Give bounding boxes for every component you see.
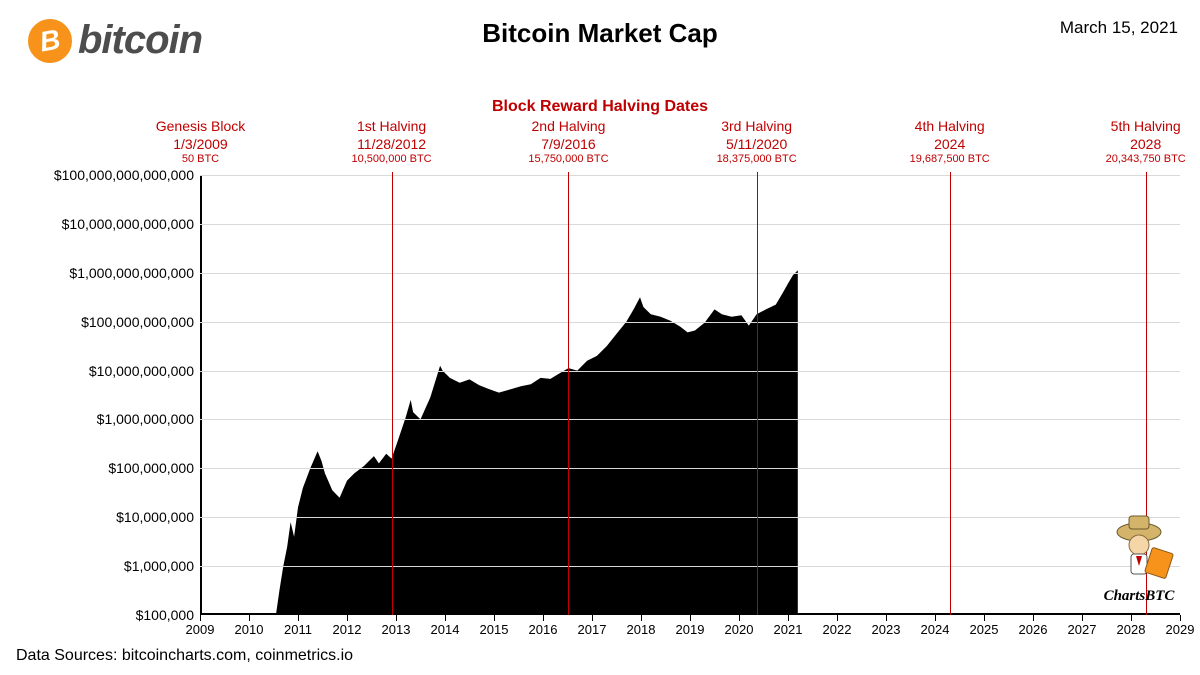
gridline <box>200 419 1180 420</box>
x-axis-label: 2014 <box>431 622 460 637</box>
y-axis-label: $100,000,000,000 <box>14 314 194 330</box>
chart-title: Bitcoin Market Cap <box>0 18 1200 49</box>
gridline <box>200 517 1180 518</box>
x-tick <box>739 615 740 621</box>
x-axis-label: 2023 <box>872 622 901 637</box>
halving-line <box>950 172 951 615</box>
data-sources-footer: Data Sources: bitcoincharts.com, coinmet… <box>16 647 353 665</box>
y-axis-label: $1,000,000 <box>14 558 194 574</box>
x-axis-label: 2020 <box>725 622 754 637</box>
x-axis-label: 2024 <box>921 622 950 637</box>
gridline <box>200 175 1180 176</box>
x-axis-label: 2022 <box>823 622 852 637</box>
x-tick <box>249 615 250 621</box>
chartsbtc-label: ChartsBTC <box>1102 588 1176 605</box>
x-tick <box>1180 615 1181 621</box>
x-tick <box>788 615 789 621</box>
y-axis-label: $10,000,000,000 <box>14 363 194 379</box>
gridline <box>200 273 1180 274</box>
halving-label: 1st Halving11/28/201210,500,000 BTC <box>352 118 432 167</box>
x-tick <box>494 615 495 621</box>
x-axis-label: 2017 <box>578 622 607 637</box>
x-axis-label: 2021 <box>774 622 803 637</box>
halving-label: 2nd Halving7/9/201615,750,000 BTC <box>528 118 608 167</box>
x-tick <box>298 615 299 621</box>
gridline <box>200 322 1180 323</box>
x-tick <box>592 615 593 621</box>
chart-date: March 15, 2021 <box>1060 18 1178 38</box>
x-axis-label: 2018 <box>627 622 656 637</box>
gridline <box>200 371 1180 372</box>
y-axis-label: $1,000,000,000,000 <box>14 265 194 281</box>
market-cap-chart: 2009201020112012201320142015201620172018… <box>200 175 1180 615</box>
x-axis-label: 2029 <box>1166 622 1195 637</box>
x-axis-label: 2027 <box>1068 622 1097 637</box>
y-axis-label: $100,000,000 <box>14 460 194 476</box>
x-tick <box>641 615 642 621</box>
x-tick <box>543 615 544 621</box>
x-tick <box>935 615 936 621</box>
x-tick <box>396 615 397 621</box>
chart-axes <box>200 175 1180 615</box>
y-axis-label: $10,000,000,000,000 <box>14 216 194 232</box>
x-tick <box>1082 615 1083 621</box>
x-axis-label: 2011 <box>284 622 312 637</box>
x-axis-label: 2010 <box>235 622 264 637</box>
x-axis-label: 2019 <box>676 622 705 637</box>
halving-line <box>392 172 393 615</box>
halving-line <box>757 172 758 615</box>
x-axis-label: 2015 <box>480 622 509 637</box>
x-tick <box>1131 615 1132 621</box>
gridline <box>200 468 1180 469</box>
halving-label: 5th Halving202820,343,750 BTC <box>1106 118 1186 167</box>
x-axis-label: 2025 <box>970 622 999 637</box>
y-axis-label: $1,000,000,000 <box>14 411 194 427</box>
gridline <box>200 566 1180 567</box>
x-tick <box>347 615 348 621</box>
x-axis-label: 2016 <box>529 622 558 637</box>
chartsbtc-mascot-icon <box>1102 512 1176 586</box>
y-axis-label: $100,000 <box>14 607 194 623</box>
x-tick <box>200 615 201 621</box>
x-axis-label: 2012 <box>333 622 362 637</box>
x-axis-label: 2009 <box>186 622 215 637</box>
chartsbtc-watermark: ChartsBTC <box>1102 512 1176 605</box>
x-axis-label: 2026 <box>1019 622 1048 637</box>
x-tick <box>837 615 838 621</box>
y-axis-label: $10,000,000 <box>14 509 194 525</box>
x-axis-label: 2013 <box>382 622 411 637</box>
x-tick <box>690 615 691 621</box>
x-tick <box>445 615 446 621</box>
x-axis-label: 2028 <box>1117 622 1146 637</box>
x-tick <box>1033 615 1034 621</box>
chart-subtitle: Block Reward Halving Dates <box>0 98 1200 116</box>
halving-line <box>568 172 569 615</box>
gridline <box>200 224 1180 225</box>
halving-label: 4th Halving202419,687,500 BTC <box>910 118 990 167</box>
y-axis-label: $100,000,000,000,000 <box>14 167 194 183</box>
halving-label: 3rd Halving5/11/202018,375,000 BTC <box>717 118 797 167</box>
x-tick <box>984 615 985 621</box>
halving-label: Genesis Block1/3/200950 BTC <box>156 118 245 167</box>
x-tick <box>886 615 887 621</box>
